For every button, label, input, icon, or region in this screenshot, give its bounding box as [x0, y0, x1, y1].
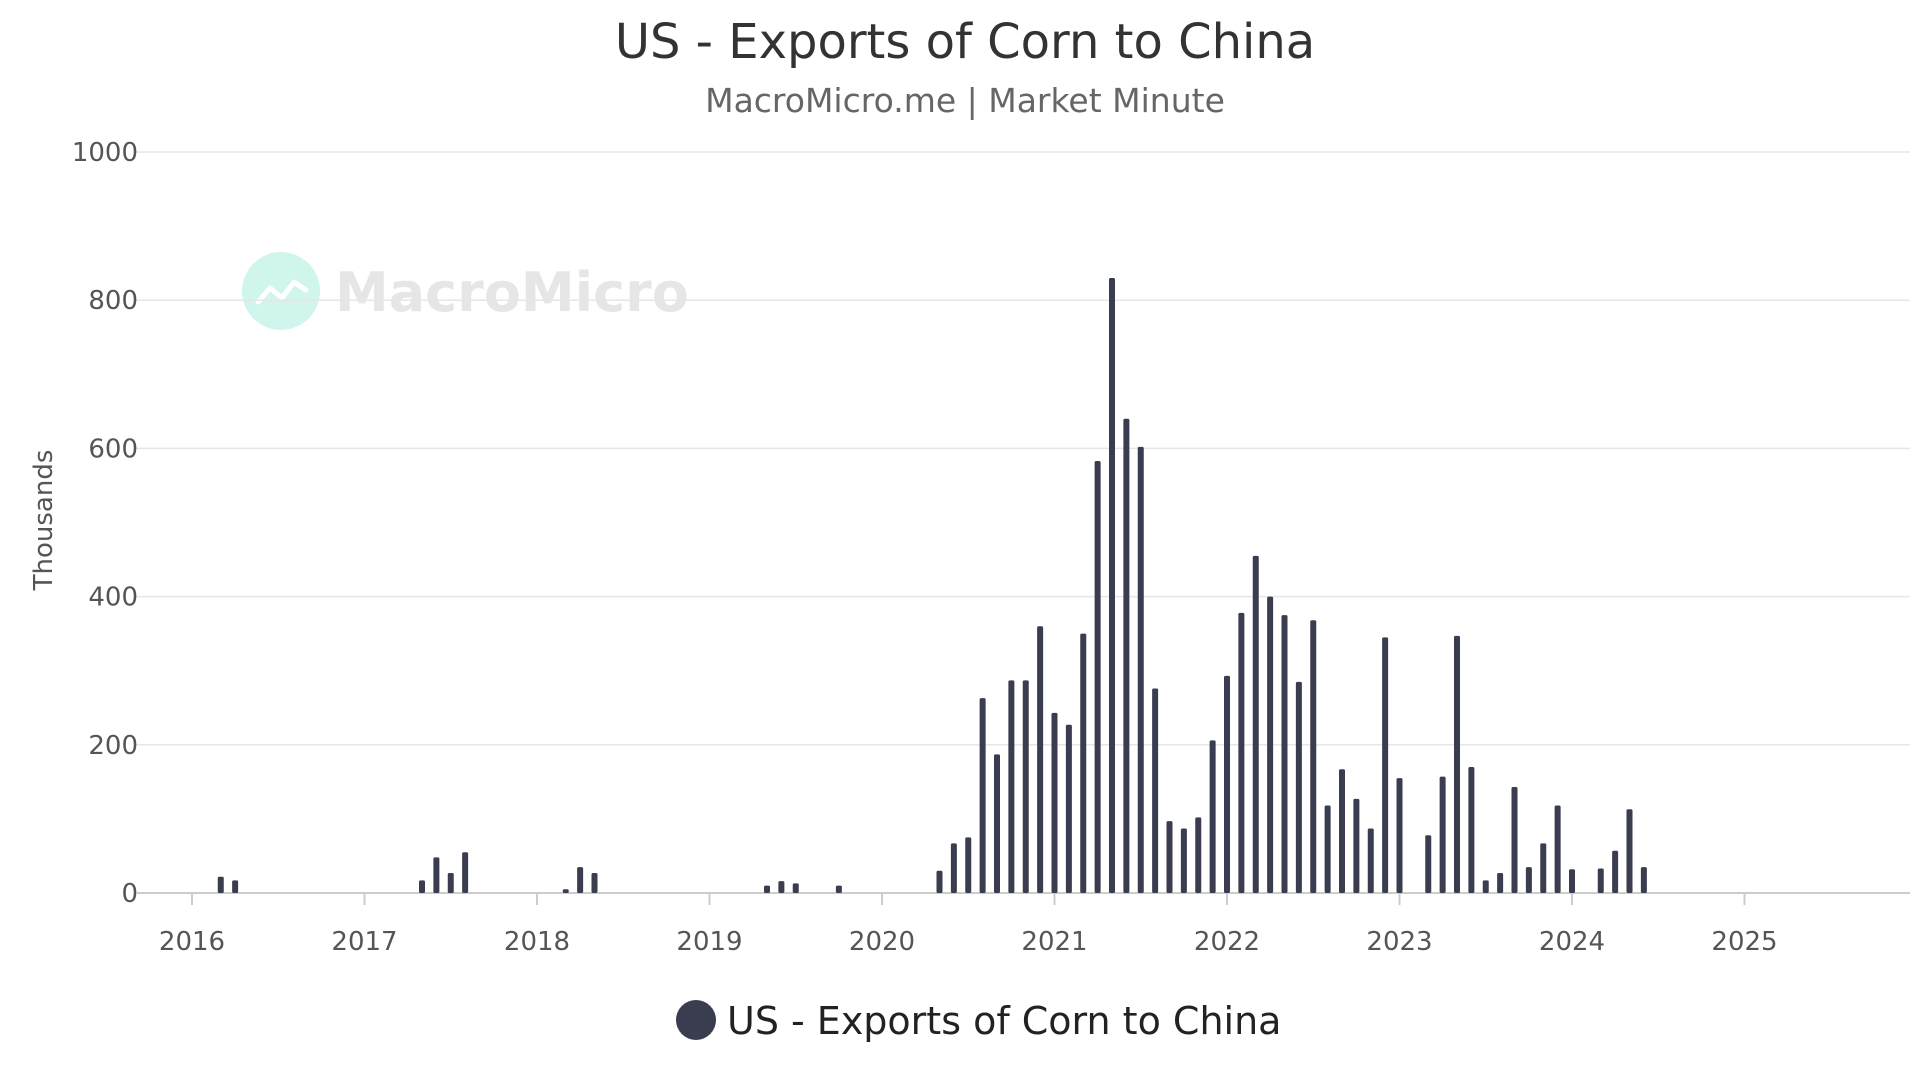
bar-2020-05[interactable]: [936, 870, 943, 893]
bar-2020-06[interactable]: [950, 843, 957, 893]
bar-2020-12[interactable]: [1037, 626, 1044, 893]
bar-2021-03[interactable]: [1080, 633, 1087, 893]
bar-2023-01[interactable]: [1396, 778, 1403, 893]
bar-2017-08[interactable]: [462, 852, 469, 893]
bar-2020-11[interactable]: [1022, 680, 1029, 893]
bar-2023-11[interactable]: [1540, 843, 1547, 893]
x-tick-label-2022: 2022: [1194, 927, 1260, 957]
bar-2020-09[interactable]: [994, 754, 1000, 893]
bar-2023-09[interactable]: [1511, 787, 1518, 893]
bar-2023-06[interactable]: [1468, 767, 1475, 893]
x-tick-label-2019: 2019: [676, 927, 742, 957]
x-tick-label-2017: 2017: [331, 927, 397, 957]
bar-2018-05[interactable]: [591, 872, 598, 893]
bar-2024-04[interactable]: [1612, 850, 1619, 893]
grid: [136, 151, 1910, 746]
bar-2019-10[interactable]: [835, 885, 842, 893]
bar-2023-03[interactable]: [1425, 835, 1432, 893]
bar-2023-05[interactable]: [1454, 635, 1460, 893]
watermark-logo-icon: [242, 252, 320, 330]
watermark-trend-icon: [255, 279, 309, 305]
watermark-text: MacroMicro: [335, 261, 689, 324]
bar-2017-07[interactable]: [447, 872, 454, 893]
bar-2022-05[interactable]: [1281, 615, 1288, 893]
bar-2021-12[interactable]: [1209, 740, 1216, 893]
bar-2021-09[interactable]: [1166, 821, 1173, 893]
chart-subtitle: MacroMicro.me | Market Minute: [705, 81, 1225, 120]
bar-2024-06[interactable]: [1640, 867, 1647, 893]
bar-2016-03[interactable]: [217, 876, 224, 893]
bar-2019-05[interactable]: [764, 885, 770, 893]
y-axis-label: Thousands: [29, 450, 59, 592]
bar-2021-08[interactable]: [1152, 688, 1159, 893]
bar-2021-11[interactable]: [1195, 817, 1202, 893]
x-tick-label-2020: 2020: [849, 927, 915, 957]
x-axis: 2016 2017 2018 2019 2020 2021 2022 2023 2024 2025: [136, 892, 1910, 957]
bar-2016-04[interactable]: [232, 880, 239, 893]
x-tick-label-2025: 2025: [1711, 927, 1777, 957]
bar-2018-03[interactable]: [562, 889, 569, 893]
bar-2021-06[interactable]: [1123, 418, 1130, 893]
watermark: MacroMicro: [242, 252, 689, 330]
bar-2022-04[interactable]: [1267, 596, 1274, 893]
bar-2018-04[interactable]: [577, 867, 584, 893]
bar-2024-03[interactable]: [1597, 868, 1604, 893]
bar-2020-10[interactable]: [1008, 680, 1015, 893]
bar-2021-07[interactable]: [1137, 446, 1144, 893]
bar-2023-10[interactable]: [1525, 867, 1532, 893]
legend-label: US - Exports of Corn to China: [727, 999, 1281, 1043]
y-tick-label-600: 600: [88, 434, 138, 464]
x-tick-label-2016: 2016: [159, 927, 225, 957]
y-tick-label-1000: 1000: [72, 138, 138, 168]
bar-2022-02[interactable]: [1238, 612, 1245, 893]
chart-title: US - Exports of Corn to China: [615, 14, 1315, 70]
x-tick-label-2021: 2021: [1021, 927, 1087, 957]
bar-2021-05[interactable]: [1109, 277, 1115, 894]
bar-2021-01[interactable]: [1051, 712, 1058, 893]
y-tick-label-0: 0: [121, 879, 138, 909]
y-tick-label-400: 400: [88, 583, 138, 613]
bar-2022-11[interactable]: [1367, 828, 1374, 893]
bar-2023-08[interactable]: [1497, 872, 1504, 893]
bar-2023-04[interactable]: [1439, 776, 1446, 893]
bar-2022-01[interactable]: [1224, 675, 1230, 893]
bar-2022-08[interactable]: [1324, 805, 1331, 893]
bar-2022-03[interactable]: [1252, 555, 1259, 893]
bar-2019-06[interactable]: [778, 881, 785, 893]
bar-2022-07[interactable]: [1310, 620, 1317, 893]
bar-2020-08[interactable]: [979, 698, 986, 893]
bar-2020-07[interactable]: [965, 837, 972, 893]
bar-2021-02[interactable]: [1065, 724, 1072, 893]
bar-2021-10[interactable]: [1180, 828, 1187, 893]
y-tick-label-200: 200: [88, 731, 138, 761]
x-tick-label-2018: 2018: [504, 927, 570, 957]
bar-2017-05[interactable]: [419, 880, 425, 893]
bar-2022-06[interactable]: [1295, 681, 1302, 893]
legend-marker-icon: [676, 1000, 716, 1040]
bar-2023-07[interactable]: [1482, 880, 1489, 893]
y-axis: 0 200 400 600 800 1000: [72, 138, 138, 909]
bar-2019-07[interactable]: [792, 883, 799, 893]
bar-2023-12[interactable]: [1554, 805, 1561, 893]
bar-2022-09[interactable]: [1339, 769, 1345, 893]
bars: [217, 277, 1647, 894]
x-tick-label-2024: 2024: [1539, 927, 1605, 957]
bar-2022-10[interactable]: [1353, 798, 1360, 893]
bar-2024-05[interactable]: [1626, 809, 1633, 893]
bar-2024-01[interactable]: [1569, 869, 1575, 893]
y-tick-label-800: 800: [88, 286, 138, 316]
x-tick-label-2023: 2023: [1366, 927, 1432, 957]
bar-2021-04[interactable]: [1094, 460, 1101, 893]
legend[interactable]: US - Exports of Corn to China: [676, 999, 1281, 1043]
bar-2022-12[interactable]: [1382, 637, 1389, 893]
bar-2017-06[interactable]: [433, 857, 440, 893]
